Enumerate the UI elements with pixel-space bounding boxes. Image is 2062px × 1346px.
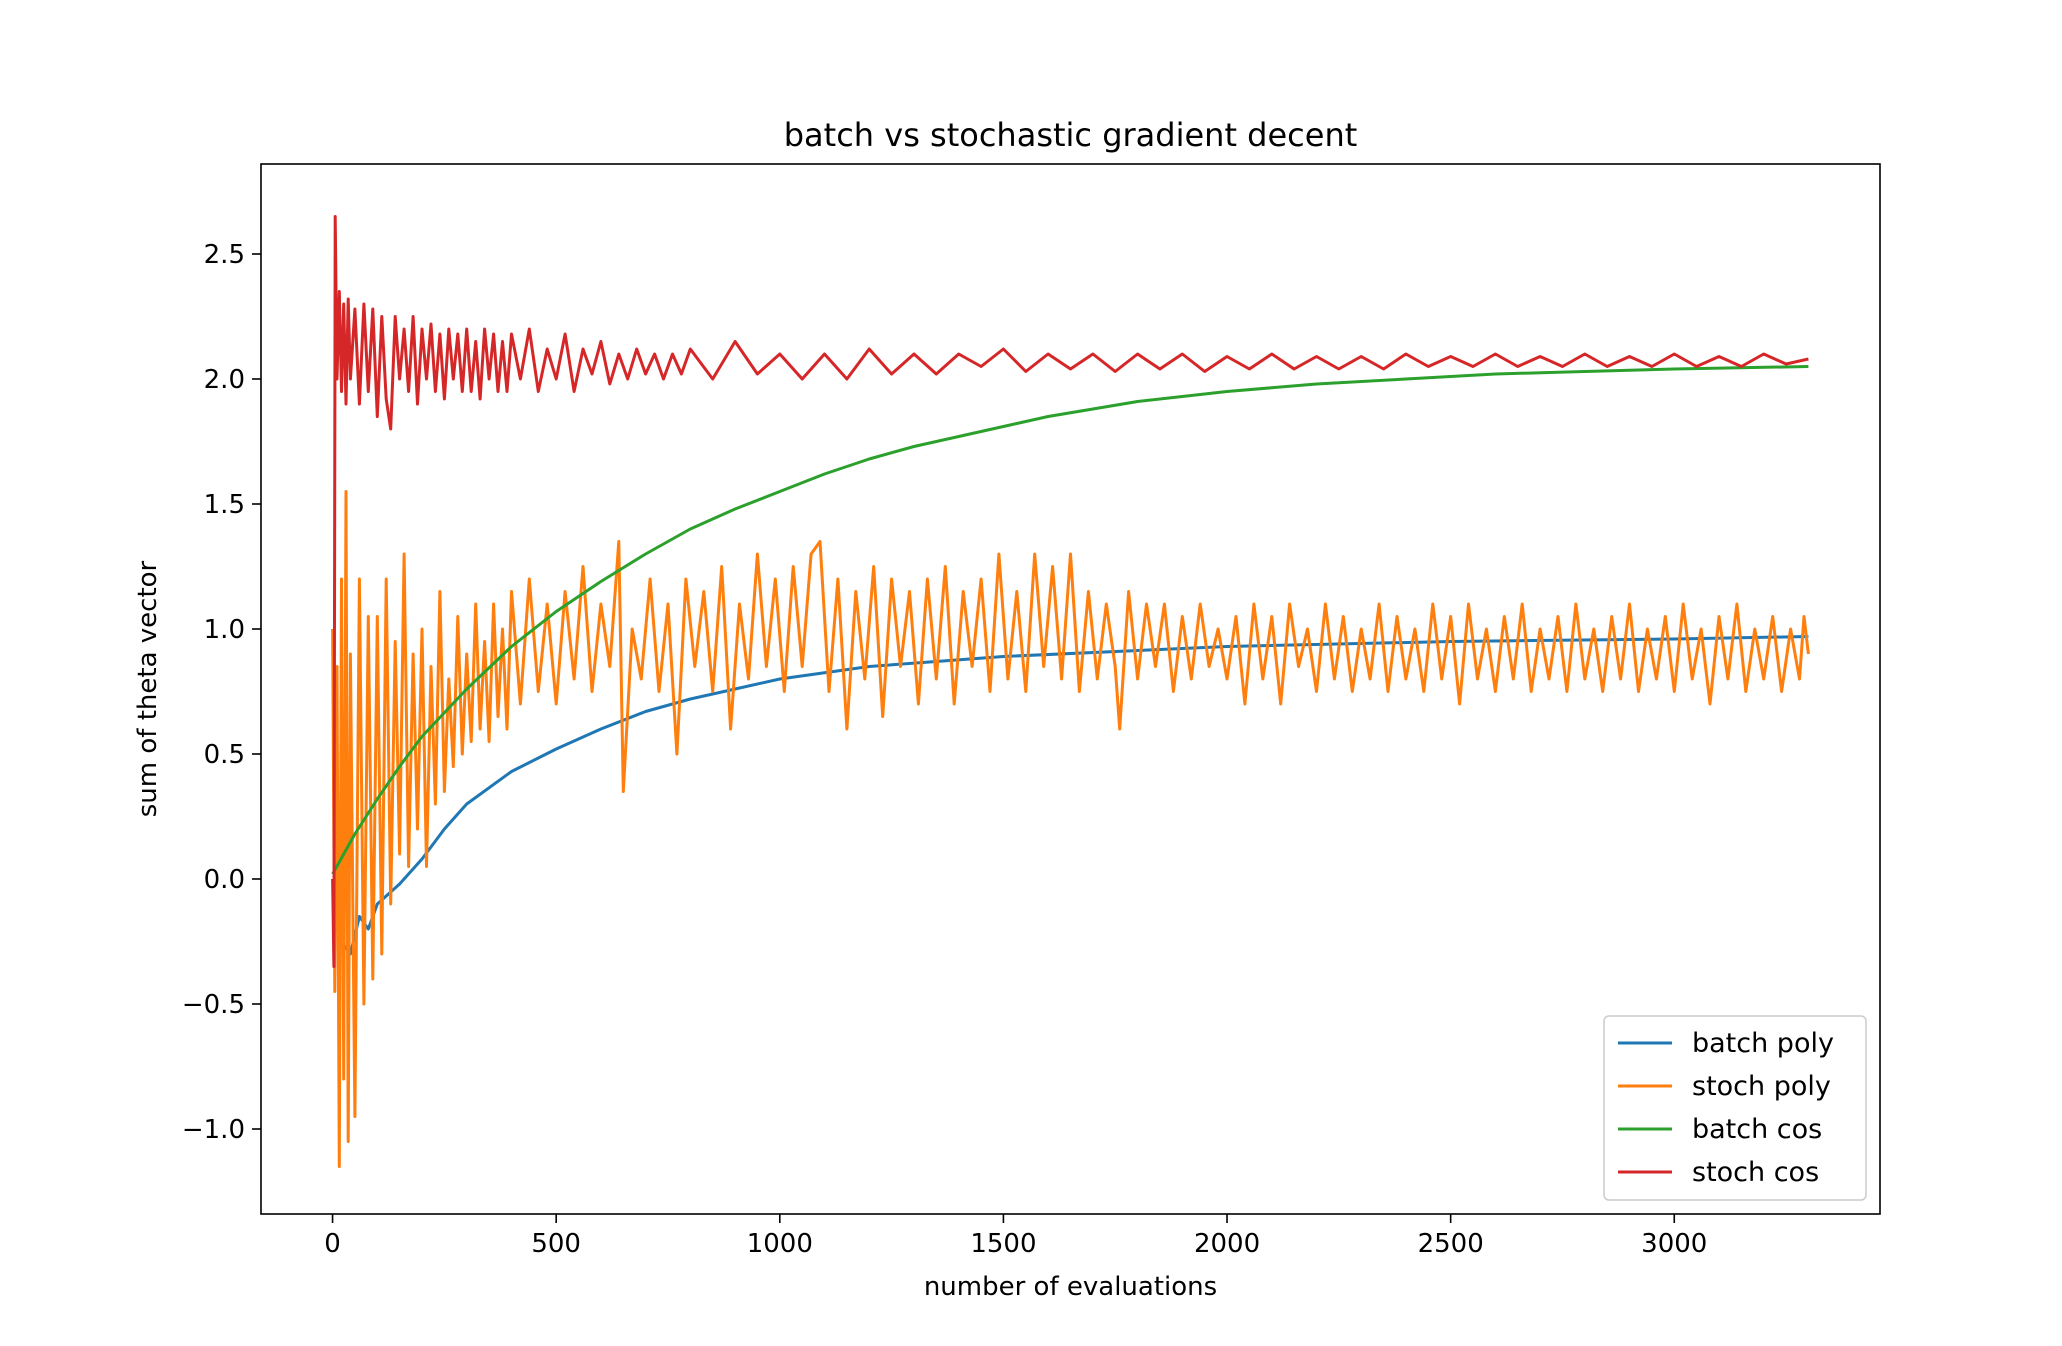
plot-area-frame <box>260 163 1881 1215</box>
legend-box <box>1603 1015 1867 1201</box>
legend-label-stoch-cos: stoch cos <box>1692 1157 1819 1188</box>
y-tick-label: 1.5 <box>204 490 245 520</box>
x-tick-label: 1000 <box>747 1229 813 1259</box>
x-tick-label: 1500 <box>970 1229 1036 1259</box>
chart-title: batch vs stochastic gradient decent <box>784 116 1358 154</box>
series-line-stoch-cos <box>331 215 1809 968</box>
x-axis-label: number of evaluations <box>924 1272 1217 1302</box>
series-layer <box>331 215 1810 1168</box>
y-tick-label: −1.0 <box>182 1115 245 1145</box>
legend-label-batch-cos: batch cos <box>1692 1114 1822 1145</box>
y-axis-ticks: −1.0 −0.5 0.0 0.5 1.0 1.5 2.0 2.5 <box>182 240 261 1145</box>
legend-label-batch-poly: batch poly <box>1692 1028 1834 1059</box>
x-tick-label: 500 <box>531 1229 581 1259</box>
series-line-stoch-poly <box>331 490 1810 1168</box>
legend: batch poly stoch poly batch cos stoch cos <box>1603 1015 1867 1201</box>
y-tick-label: 0.0 <box>204 865 245 895</box>
y-tick-label: 0.5 <box>204 740 245 770</box>
y-axis-label: sum of theta vector <box>133 560 163 817</box>
x-tick-label: 3000 <box>1641 1229 1707 1259</box>
y-tick-label: 2.0 <box>204 365 245 395</box>
x-tick-label: 0 <box>324 1229 341 1259</box>
legend-label-stoch-poly: stoch poly <box>1692 1071 1831 1102</box>
x-tick-label: 2000 <box>1194 1229 1260 1259</box>
y-tick-label: 1.0 <box>204 615 245 645</box>
x-axis-ticks: 0 500 1000 1500 2000 2500 3000 <box>324 1214 1707 1259</box>
y-tick-label: −0.5 <box>182 990 245 1020</box>
x-tick-label: 2500 <box>1418 1229 1484 1259</box>
y-tick-label: 2.5 <box>204 240 245 270</box>
series-line-batch-cos <box>331 365 1809 875</box>
